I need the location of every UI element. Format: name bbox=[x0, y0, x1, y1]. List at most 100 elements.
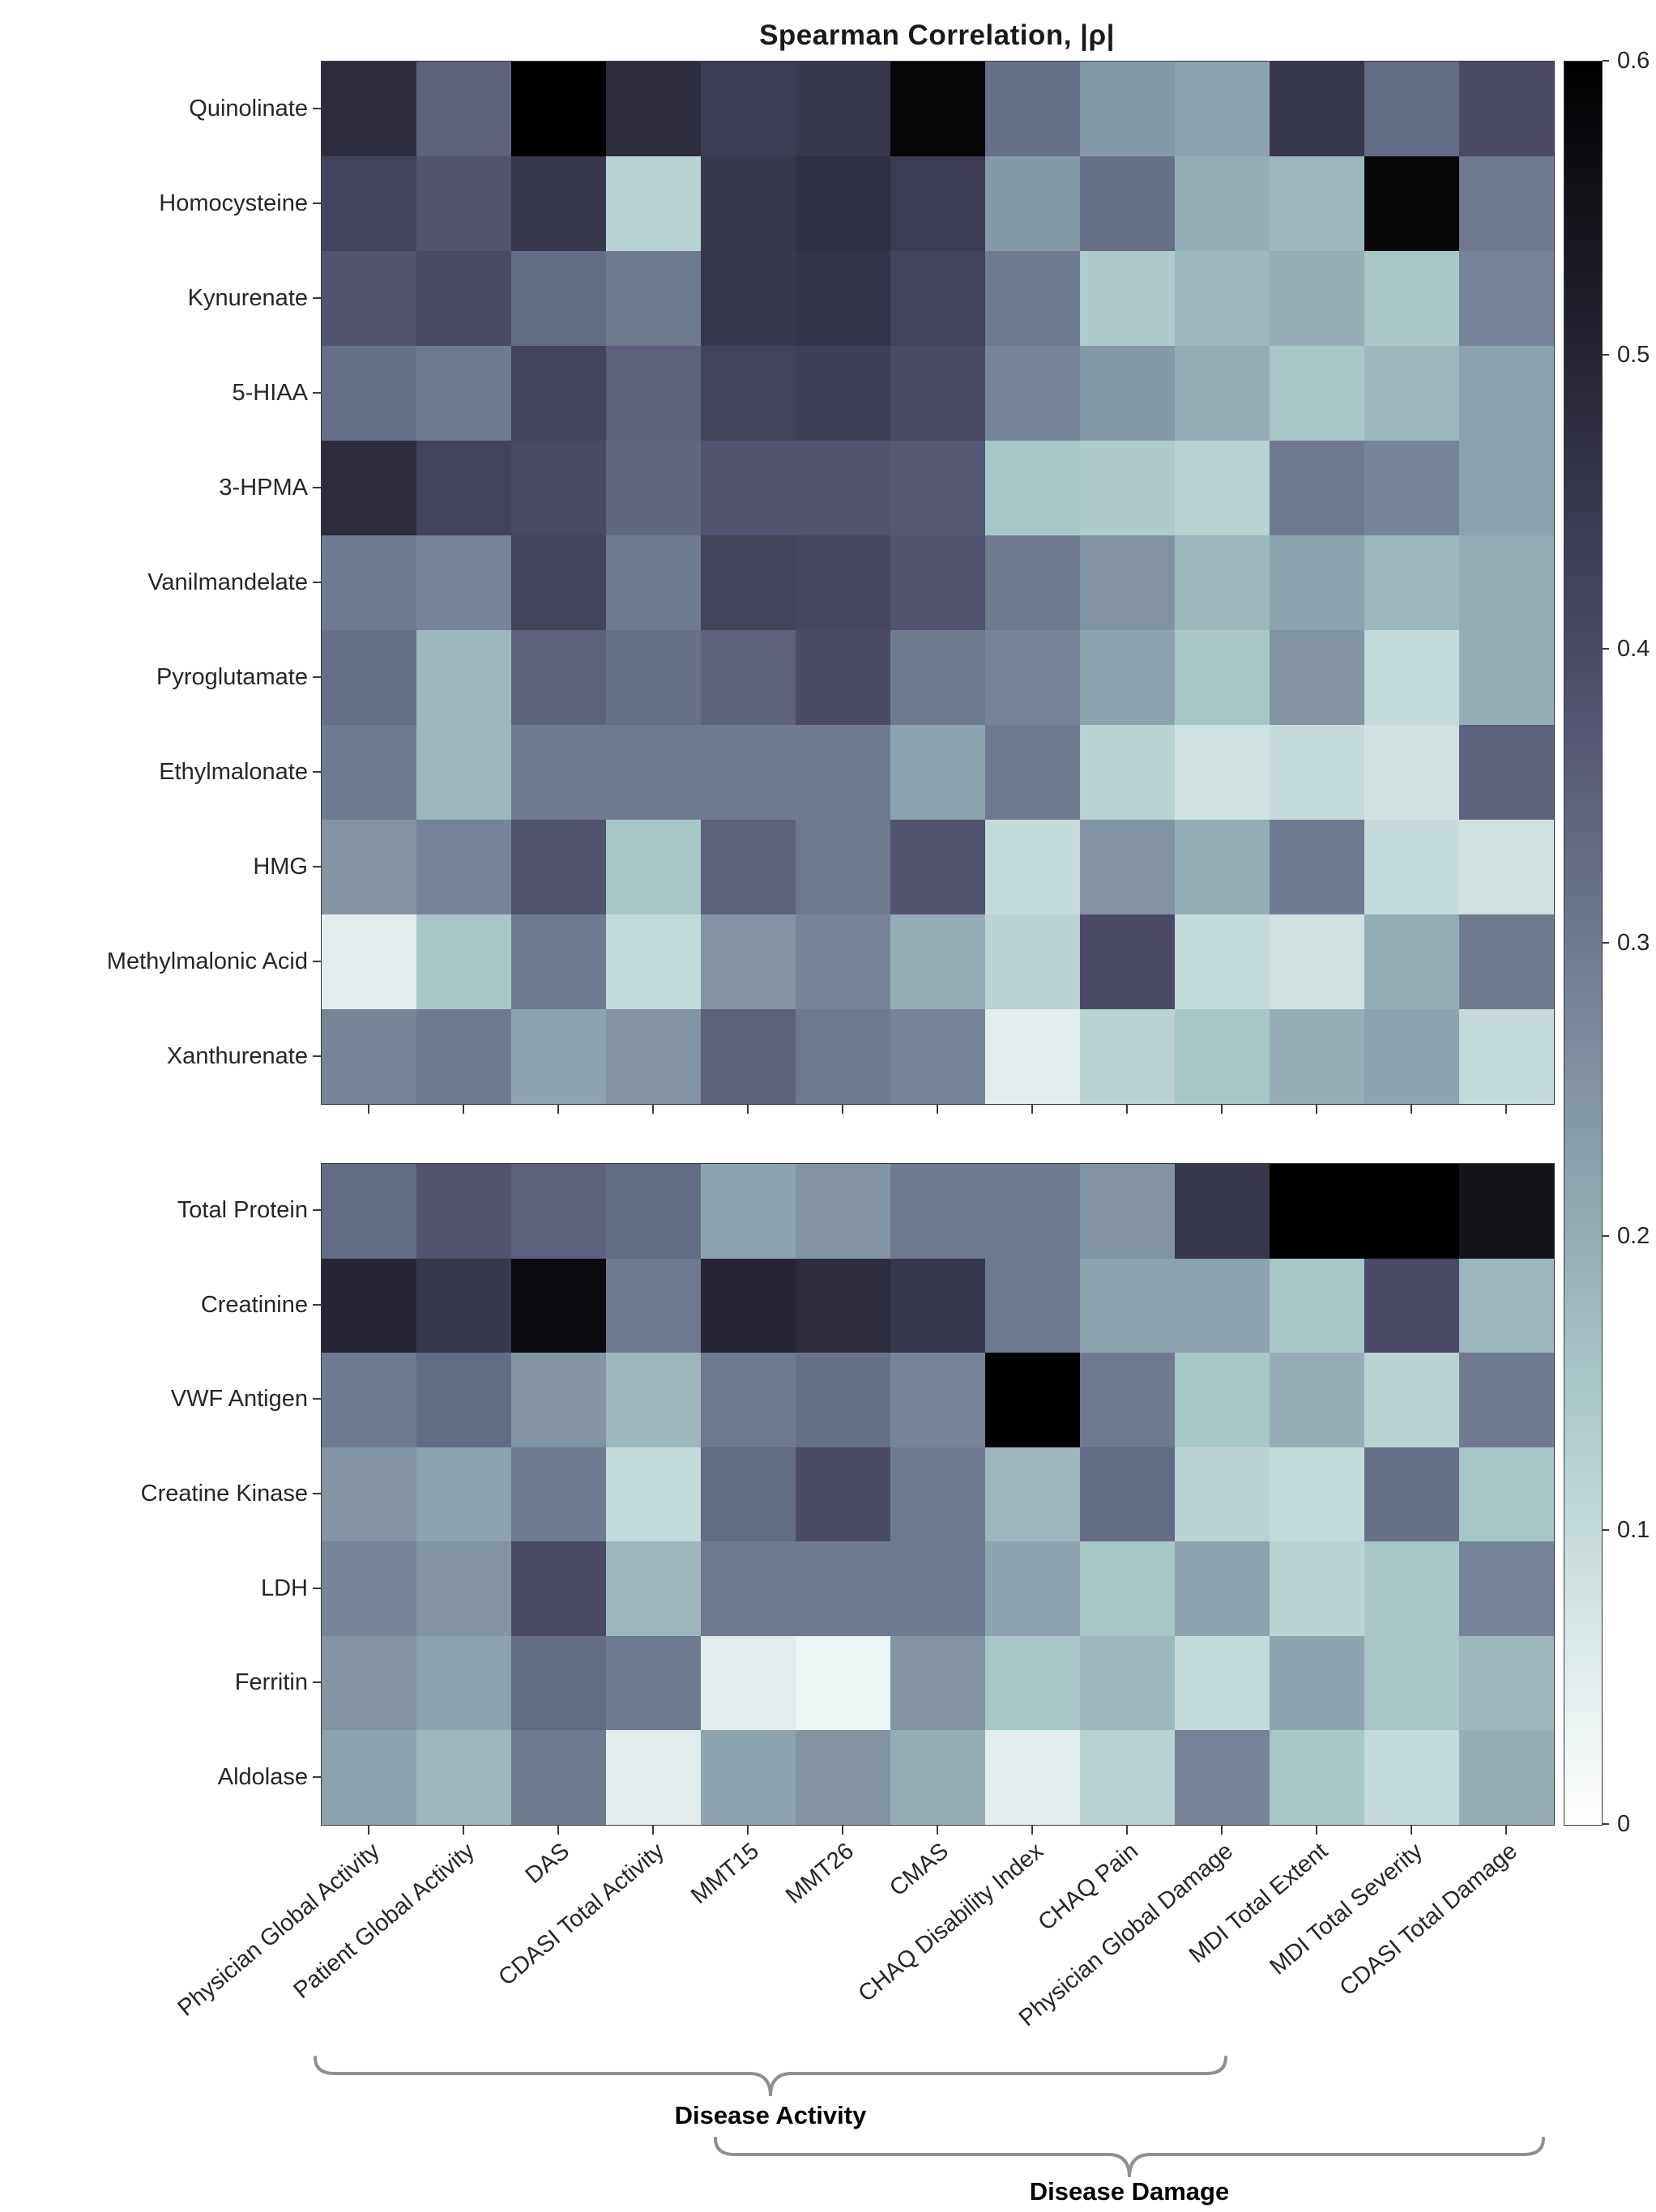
heatmap-cell bbox=[1080, 1164, 1175, 1259]
heatmap-cell bbox=[1175, 820, 1270, 914]
heatmap-cell bbox=[796, 441, 890, 535]
heatmap-cell bbox=[606, 441, 701, 535]
tick-mark bbox=[557, 1105, 559, 1114]
heatmap-cell bbox=[890, 441, 985, 535]
heatmap-panel-clinical-labs bbox=[321, 1163, 1555, 1826]
heatmap-cell bbox=[1459, 62, 1554, 156]
heatmap-cell bbox=[1459, 441, 1554, 535]
heatmap-cell bbox=[985, 1258, 1080, 1353]
tick-mark bbox=[313, 1398, 321, 1400]
tick-mark bbox=[841, 1826, 843, 1835]
y-axis-label: Xanthurenate bbox=[166, 1042, 308, 1069]
disease-activity-bracket bbox=[314, 2056, 1227, 2097]
tick-mark bbox=[313, 107, 321, 109]
tick-mark bbox=[557, 1826, 559, 1835]
heatmap-cell bbox=[1459, 914, 1554, 1009]
heatmap-cell bbox=[1175, 1447, 1270, 1542]
colorbar-tick-label: 0.5 bbox=[1617, 341, 1650, 368]
heatmap-cell bbox=[1175, 62, 1270, 156]
heatmap-cell bbox=[1270, 725, 1364, 820]
heatmap-cell bbox=[701, 1447, 796, 1542]
heatmap-cell bbox=[1459, 725, 1554, 820]
heatmap-cell bbox=[416, 1541, 511, 1636]
heatmap-cell bbox=[606, 914, 701, 1009]
tick-mark bbox=[651, 1826, 654, 1835]
heatmap-cell bbox=[985, 820, 1080, 914]
y-axis-label: Creatine Kinase bbox=[140, 1481, 308, 1507]
heatmap-cell bbox=[1270, 1353, 1364, 1447]
heatmap-cell bbox=[1364, 62, 1459, 156]
heatmap-cell bbox=[1270, 346, 1364, 441]
y-axis-label: Aldolase bbox=[217, 1763, 308, 1790]
heatmap-cell bbox=[796, 725, 890, 820]
heatmap-cell bbox=[985, 1730, 1080, 1825]
tick-mark bbox=[1220, 1826, 1223, 1835]
heatmap-cell bbox=[606, 1447, 701, 1542]
heatmap-cell bbox=[322, 62, 416, 156]
tick-mark bbox=[313, 1055, 321, 1057]
heatmap-cell bbox=[985, 156, 1080, 251]
tick-mark bbox=[313, 391, 321, 394]
heatmap-cell bbox=[416, 914, 511, 1009]
heatmap-cell bbox=[1080, 725, 1175, 820]
tick-mark bbox=[1603, 1235, 1609, 1238]
heatmap-cell bbox=[796, 251, 890, 346]
heatmap-cell bbox=[606, 1730, 701, 1825]
tick-mark bbox=[313, 770, 321, 773]
heatmap-cell bbox=[985, 346, 1080, 441]
heatmap-cell bbox=[1080, 630, 1175, 725]
tick-mark bbox=[313, 960, 321, 962]
tick-mark bbox=[1410, 1826, 1412, 1835]
tick-mark bbox=[1315, 1105, 1317, 1114]
tick-mark bbox=[313, 1303, 321, 1306]
heatmap-cell bbox=[985, 1635, 1080, 1731]
heatmap-cell bbox=[511, 1635, 606, 1731]
heatmap-cell bbox=[1364, 725, 1459, 820]
heatmap-cell bbox=[890, 820, 985, 914]
heatmap-cell bbox=[796, 820, 890, 914]
y-axis-label: Ethylmalonate bbox=[159, 758, 308, 785]
heatmap-cell bbox=[1175, 535, 1270, 630]
disease-damage-bracket bbox=[714, 2137, 1545, 2178]
heatmap-cell bbox=[1459, 1730, 1554, 1825]
heatmap-cell bbox=[701, 62, 796, 156]
heatmap-cell bbox=[322, 914, 416, 1009]
heatmap-cell bbox=[1175, 630, 1270, 725]
tick-mark bbox=[1410, 1105, 1412, 1114]
heatmap-cell bbox=[416, 62, 511, 156]
heatmap-cell bbox=[796, 1009, 890, 1104]
group-brackets bbox=[314, 2056, 1545, 2178]
heatmap-cell bbox=[606, 1541, 701, 1636]
heatmap-panel-metabolites bbox=[321, 61, 1555, 1105]
heatmap-cell bbox=[1270, 62, 1364, 156]
heatmap-cell bbox=[1270, 630, 1364, 725]
tick-mark bbox=[313, 1209, 321, 1212]
heatmap-cell bbox=[1175, 914, 1270, 1009]
chart-title: Spearman Correlation, |ρ| bbox=[759, 19, 1115, 51]
heatmap-cell bbox=[1270, 1730, 1364, 1825]
heatmap-cell bbox=[1270, 1258, 1364, 1353]
heatmap-cell bbox=[322, 1164, 416, 1259]
heatmap-cell bbox=[1364, 251, 1459, 346]
heatmap-cell bbox=[511, 1258, 606, 1353]
heatmap-cell bbox=[1080, 914, 1175, 1009]
heatmap-cell bbox=[796, 156, 890, 251]
heatmap-cell bbox=[1364, 820, 1459, 914]
heatmap-cell bbox=[1270, 914, 1364, 1009]
y-axis-label: 5-HIAA bbox=[232, 379, 308, 406]
colorbar bbox=[1564, 61, 1603, 1826]
heatmap-cell bbox=[890, 251, 985, 346]
heatmap-cell bbox=[1080, 1541, 1175, 1636]
y-axis-label: Kynurenate bbox=[187, 284, 308, 311]
heatmap-cell bbox=[890, 1541, 985, 1636]
heatmap-cell bbox=[1270, 1635, 1364, 1731]
heatmap-cell bbox=[985, 630, 1080, 725]
heatmap-cell bbox=[322, 1447, 416, 1542]
heatmap-cell bbox=[1080, 820, 1175, 914]
heatmap-cell bbox=[511, 251, 606, 346]
y-axis-label: Homocysteine bbox=[159, 190, 308, 216]
heatmap-cell bbox=[1459, 251, 1554, 346]
tick-mark bbox=[936, 1105, 938, 1114]
heatmap-cell bbox=[796, 1541, 890, 1636]
heatmap-cell bbox=[1175, 441, 1270, 535]
